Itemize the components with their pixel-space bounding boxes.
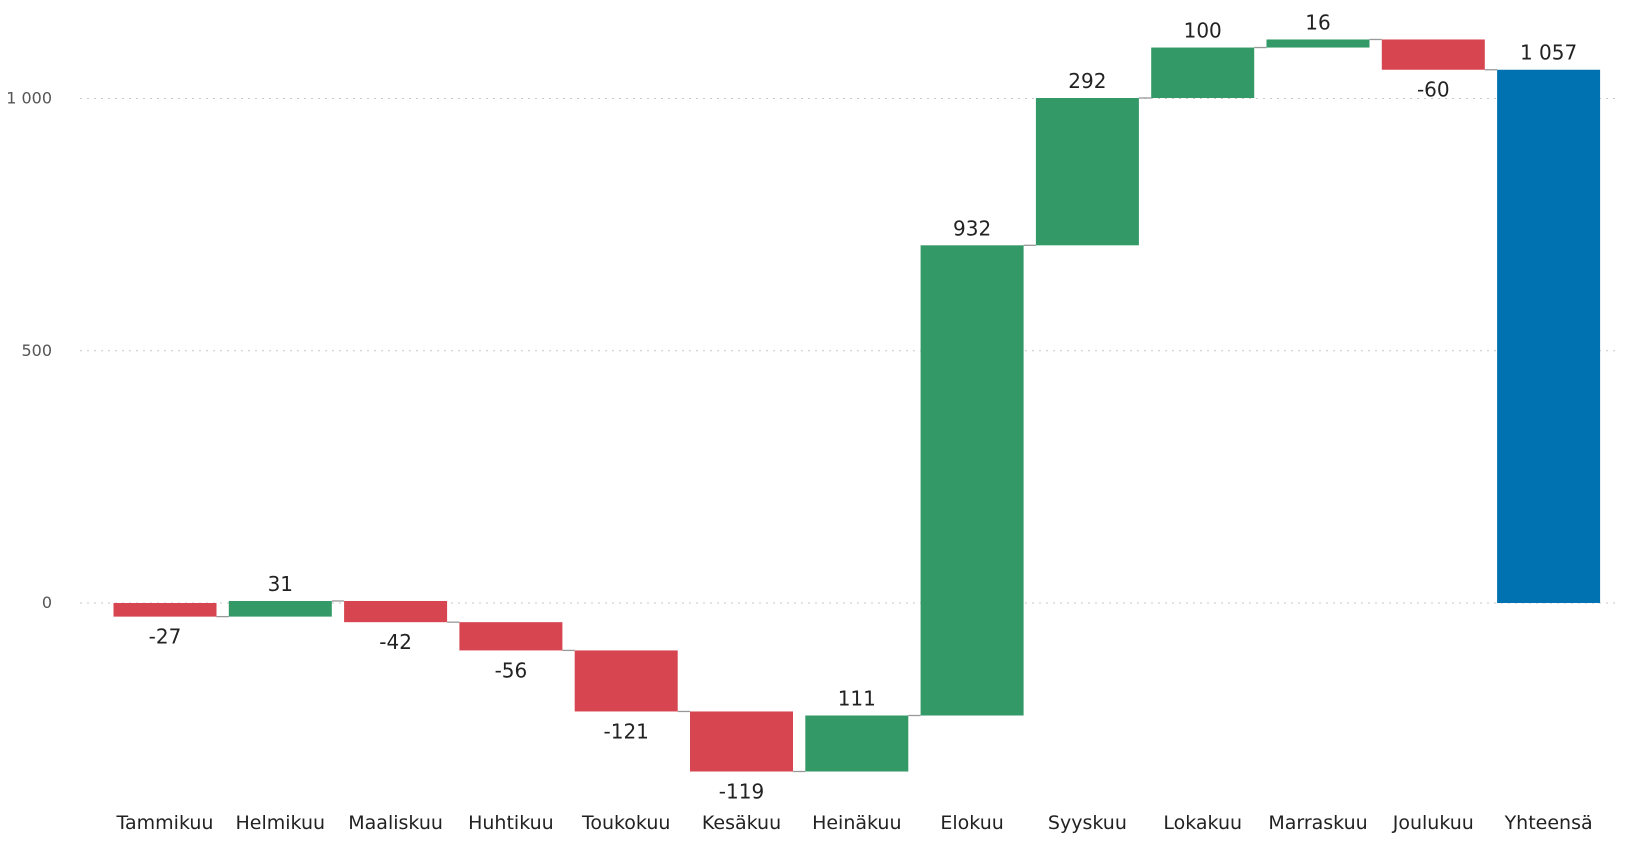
y-tick-label: 0 [42,593,52,612]
category-label: Heinäkuu [812,812,901,834]
data-label: 16 [1305,10,1330,34]
bar-decrease [459,622,563,651]
bar-increase [228,600,332,617]
category-label: Tammikuu [116,812,214,834]
data-label: -121 [604,719,649,743]
data-label-total: 1 057 [1520,41,1577,65]
data-label: 932 [953,216,991,240]
bar-increase [1266,39,1370,48]
category-label: Syyskuu [1048,812,1127,834]
connector-lines [216,38,1498,773]
data-label: -42 [379,630,412,654]
data-label: 31 [268,572,293,596]
data-label: -56 [495,658,528,682]
bar-increase [1035,97,1139,246]
category-label: Elokuu [940,812,1003,834]
bar-decrease [344,600,448,623]
bar-total [1497,69,1601,603]
axis-labels: 0 500 1 000 Tammikuu Helmikuu Maaliskuu Huhtik… [6,89,1592,835]
data-label: -119 [719,780,764,804]
data-label: 111 [838,687,876,711]
bar-decrease [574,650,678,712]
category-label: Huhtikuu [468,812,554,834]
gridlines [80,98,1615,604]
bar-decrease [1381,39,1485,70]
y-tick-label: 1 000 [6,89,52,108]
data-label: -27 [149,625,182,649]
data-labels: -27 31 -42 -56 -121 -119 111 932 292 100 16 -60 1 05… [149,10,1578,803]
category-label: Kesäkuu [702,812,781,834]
bar-increase [805,715,909,772]
category-label: Joulukuu [1392,812,1474,834]
category-label: Lokakuu [1163,812,1242,834]
category-label: Maaliskuu [348,812,443,834]
bars [113,39,1601,772]
data-label: 100 [1184,19,1222,43]
category-label: Helmikuu [236,812,326,834]
bar-increase [920,245,1024,716]
y-tick-label: 500 [21,341,52,360]
bar-decrease [113,603,217,617]
bar-increase [1151,47,1255,98]
data-label: 292 [1068,69,1106,93]
category-label: Toukokuu [581,812,671,834]
bar-decrease [690,711,793,772]
data-label: -60 [1417,78,1450,102]
category-label: Marraskuu [1268,812,1367,834]
category-label-total: Yhteensä [1504,812,1593,834]
